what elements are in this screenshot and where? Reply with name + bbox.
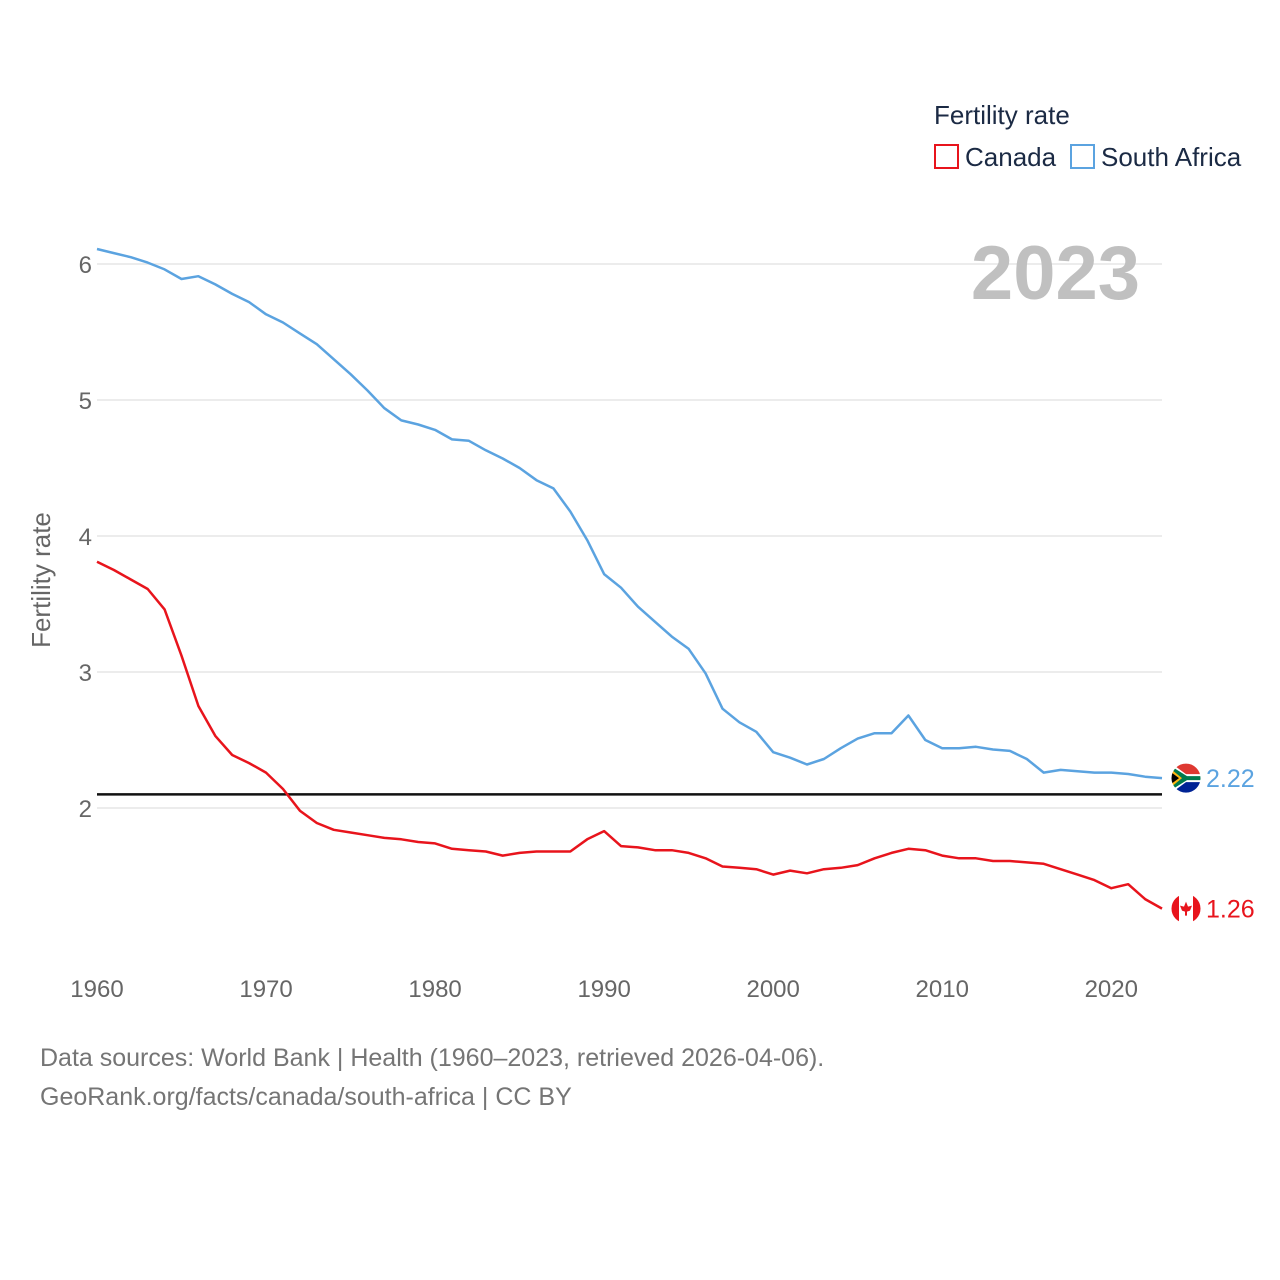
- series-line-canada[interactable]: [96, 560, 1163, 910]
- x-tick-label: 1990: [577, 976, 630, 1003]
- end-label-south-africa: 2.22: [1206, 765, 1255, 793]
- y-tick-label: 3: [79, 660, 92, 687]
- x-tick-label: 1970: [239, 976, 292, 1003]
- y-tick-label: 6: [79, 252, 92, 279]
- y-tick-label: 4: [79, 524, 92, 551]
- x-tick-label: 2020: [1085, 976, 1138, 1003]
- flag-canada-icon: [1170, 893, 1202, 925]
- y-tick-label: 2: [79, 796, 92, 823]
- legend-swatch-south-africa[interactable]: [1070, 144, 1095, 169]
- series-line-south-africa[interactable]: [96, 247, 1163, 780]
- legend-label-south-africa[interactable]: South Africa: [1101, 142, 1242, 172]
- x-tick-label: 2000: [746, 976, 799, 1003]
- series-lines: [96, 247, 1163, 910]
- legend-title: Fertility rate: [934, 100, 1070, 130]
- y-tick-label: 5: [79, 388, 92, 415]
- y-axis-ticks: 2 3 4 5 6: [79, 252, 92, 823]
- x-tick-label: 2010: [916, 976, 969, 1003]
- end-label-canada: 1.26: [1206, 896, 1255, 924]
- x-axis-ticks: 1960 1970 1980 1990 2000 2010 2020: [70, 976, 1138, 1003]
- legend: Fertility rate Canada South Africa: [934, 100, 1242, 172]
- flag-south-africa-icon: [1170, 762, 1202, 794]
- x-tick-label: 1980: [408, 976, 461, 1003]
- legend-swatch-canada[interactable]: [934, 144, 959, 169]
- year-label: 2023: [971, 231, 1140, 316]
- y-axis-title: Fertility rate: [26, 512, 56, 648]
- footer-sources: Data sources: World Bank | Health (1960–…: [40, 1044, 825, 1072]
- gridlines: [97, 263, 1162, 809]
- x-tick-label: 1960: [70, 976, 123, 1003]
- end-markers: 1.26 2.22: [1170, 762, 1255, 925]
- footer-attribution: GeoRank.org/facts/canada/south-africa | …: [40, 1083, 572, 1111]
- legend-label-canada[interactable]: Canada: [965, 142, 1057, 172]
